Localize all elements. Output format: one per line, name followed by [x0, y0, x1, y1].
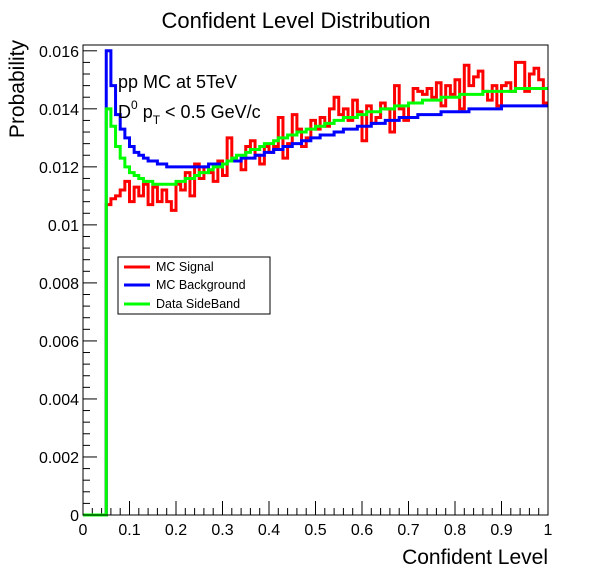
- y-tick-label: 0.016: [39, 44, 79, 61]
- x-tick-label: 0.1: [118, 522, 140, 539]
- annotation-d-meson: D: [118, 102, 131, 122]
- legend-label-signal: MC Signal: [156, 260, 214, 274]
- x-tick-label: 0.9: [490, 522, 512, 539]
- x-tick-label: 0: [79, 522, 88, 539]
- y-tick-label: 0.002: [39, 450, 79, 467]
- annotation-line2: D0 pT < 0.5 GeV/c: [118, 98, 261, 127]
- annotation-d-superscript: 0: [131, 98, 138, 112]
- series-mc-background: [83, 49, 548, 517]
- annotation-line1: pp MC at 5TeV: [118, 72, 237, 92]
- y-tick-label: 0.012: [39, 160, 79, 177]
- x-tick-label: 0.7: [397, 522, 419, 539]
- x-tick-label: 0.5: [304, 522, 326, 539]
- y-axis-label: Probability: [6, 40, 29, 139]
- legend-label-sideband: Data SideBand: [156, 297, 240, 311]
- y-tick-label: 0: [70, 508, 79, 525]
- y-tick-label: 0.004: [39, 392, 79, 409]
- x-tick-label: 0.6: [351, 522, 373, 539]
- annotation-rest: < 0.5 GeV/c: [160, 102, 261, 122]
- x-tick-label: 0.4: [258, 522, 280, 539]
- series-layer: [82, 44, 549, 517]
- annotation-t-subscript: T: [153, 113, 161, 127]
- y-tick-label: 0.006: [39, 334, 79, 351]
- x-tick-label: 0.8: [444, 522, 466, 539]
- ticks-layer: 0 0.1 0.2 0.3 0.4 0.5 0.6 0.7 0.8 0.9 1 0 0.002 0.004…: [39, 44, 553, 539]
- legend: MC Signal MC Background Data SideBand: [117, 256, 271, 315]
- chart-title: Confident Level Distribution: [161, 8, 430, 33]
- annotation-p: p: [138, 102, 153, 122]
- legend-label-background: MC Background: [156, 278, 246, 292]
- x-axis-label: Confident Level: [402, 546, 548, 569]
- y-tick-label: 0.01: [48, 218, 79, 235]
- x-tick-label: 1: [544, 522, 553, 539]
- series-data-sideband: [83, 87, 548, 517]
- y-tick-label: 0.008: [39, 276, 79, 293]
- y-tick-label: 0.014: [39, 102, 79, 119]
- x-tick-label: 0.2: [165, 522, 187, 539]
- x-tick-label: 0.3: [211, 522, 233, 539]
- plot-frame-top: [82, 44, 549, 516]
- series-mc-signal: [83, 60, 548, 517]
